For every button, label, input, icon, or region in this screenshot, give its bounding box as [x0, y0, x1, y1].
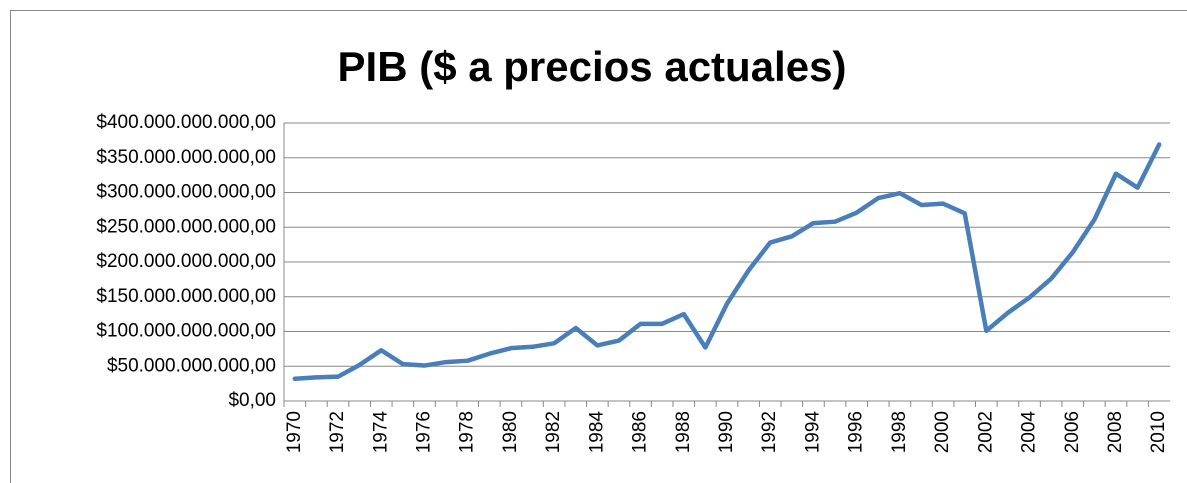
x-tick-label: 2002 [975, 411, 996, 453]
x-tick-label: 1996 [846, 411, 867, 453]
x-tick-label: 1990 [716, 411, 737, 453]
y-tick-label: $300.000.000.000,00 [96, 182, 276, 203]
x-tick-label: 2008 [1105, 411, 1126, 453]
x-tick-label: 1974 [370, 411, 391, 454]
y-tick-label: $150.000.000.000,00 [96, 286, 276, 307]
x-tick-label: 1994 [802, 411, 823, 454]
y-tick-label: $200.000.000.000,00 [96, 251, 276, 272]
x-tick-label: 1988 [673, 411, 694, 453]
x-tick-label: 1972 [327, 411, 348, 453]
x-tick-label: 2004 [1019, 411, 1040, 454]
x-tick-label: 1984 [586, 411, 607, 454]
y-tick-label: $400.000.000.000,00 [96, 112, 276, 133]
x-tick-label: 2010 [1148, 411, 1169, 453]
x-tick-label: 1992 [759, 411, 780, 453]
y-tick-label: $350.000.000.000,00 [96, 147, 276, 168]
x-tick-label: 2000 [932, 411, 953, 453]
x-tick-label: 1980 [500, 411, 521, 453]
chart-frame [10, 10, 1187, 483]
y-tick-label: $0,00 [228, 390, 276, 411]
x-tick-label: 2006 [1062, 411, 1083, 453]
data-line [292, 142, 1162, 382]
y-tick-label: $100.000.000.000,00 [96, 321, 276, 342]
y-tick-label: $50.000.000.000,00 [107, 355, 276, 376]
x-tick-label: 1970 [284, 411, 305, 453]
chart-title: PIB ($ a precios actuales) [338, 43, 847, 90]
x-tick-label: 1976 [413, 411, 434, 453]
x-tick-label: 1998 [889, 411, 910, 453]
x-tick-label: 1982 [543, 411, 564, 453]
x-tick-label: 1986 [630, 411, 651, 453]
y-tick-label: $250.000.000.000,00 [96, 216, 276, 237]
x-tick-label: 1978 [457, 411, 478, 453]
